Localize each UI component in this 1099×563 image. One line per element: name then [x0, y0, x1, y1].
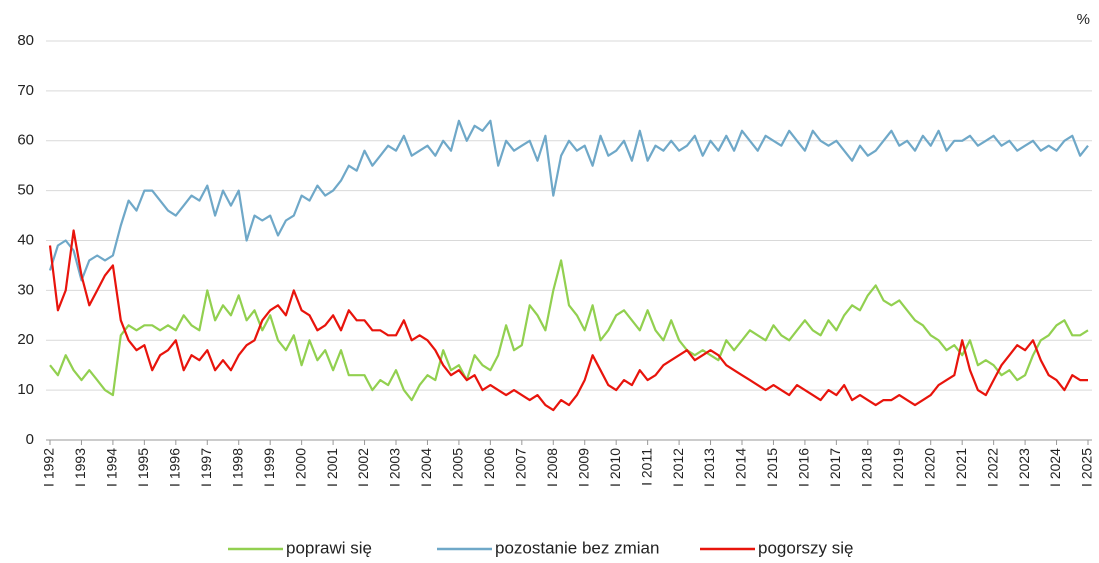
x-tick-label: I 2014	[733, 448, 749, 487]
series-line	[48, 229, 1088, 412]
x-tick-label: I 1999	[261, 448, 277, 487]
x-tick-label: I 2022	[984, 448, 1000, 487]
y-tick-label: 50	[17, 182, 34, 199]
x-tick-label: I 2025	[1079, 448, 1095, 487]
x-tick-label: I 2000	[292, 448, 308, 487]
series-line	[48, 119, 1089, 282]
x-tick-label: I 2021	[953, 448, 969, 487]
y-tick-label: 40	[17, 231, 34, 248]
x-tick-label: I 2024	[1047, 448, 1063, 487]
x-tick-label: I 2020	[921, 448, 937, 487]
x-tick-label: I 1992	[41, 448, 57, 487]
x-tick-label: I 2019	[890, 448, 906, 487]
legend-label: pogorszy się	[758, 538, 853, 557]
legend-label: pozostanie bez zmian	[495, 538, 659, 557]
x-tick-label: I 2009	[575, 448, 591, 487]
x-tick-label: I 2018	[859, 448, 875, 487]
x-tick-label: I 2013	[701, 448, 717, 487]
y-tick-label: 70	[17, 82, 34, 99]
unit-label: %	[1077, 11, 1090, 28]
x-tick-label: I 2017	[827, 448, 843, 487]
x-tick-label: I 2012	[670, 448, 686, 487]
x-tick-label: I 2002	[355, 448, 371, 487]
x-tick-label: I 2007	[513, 448, 529, 487]
y-tick-label: 80	[17, 32, 34, 49]
x-tick-label: I 1998	[229, 448, 245, 487]
x-tick-label: I 2006	[481, 448, 497, 487]
y-tick-label: 60	[17, 132, 34, 149]
x-tick-label: I 2015	[764, 448, 780, 487]
x-tick-label: I 1996	[167, 448, 183, 487]
series-line	[49, 259, 1089, 402]
y-tick-label: 10	[17, 381, 34, 398]
x-tick-label: I 1993	[72, 448, 88, 487]
x-tick-label: I 2005	[450, 448, 466, 487]
x-tick-label: I 2004	[418, 448, 434, 487]
x-tick-label: I 1997	[198, 448, 214, 487]
y-tick-label: 0	[26, 431, 34, 448]
x-tick-label: I 2003	[387, 448, 403, 487]
y-tick-label: 20	[17, 331, 34, 348]
x-tick-label: I 1994	[104, 448, 120, 487]
x-tick-label: I 2010	[607, 448, 623, 487]
x-tick-label: I 2023	[1016, 448, 1032, 487]
x-tick-label: I 2016	[796, 448, 812, 487]
x-tick-label: I 2001	[324, 448, 340, 487]
legend-label: poprawi się	[286, 538, 372, 557]
x-tick-label: I 2008	[544, 448, 560, 487]
x-tick-label: I 2011	[638, 448, 654, 486]
y-tick-label: 30	[17, 281, 34, 298]
x-tick-label: I 1995	[135, 448, 151, 487]
